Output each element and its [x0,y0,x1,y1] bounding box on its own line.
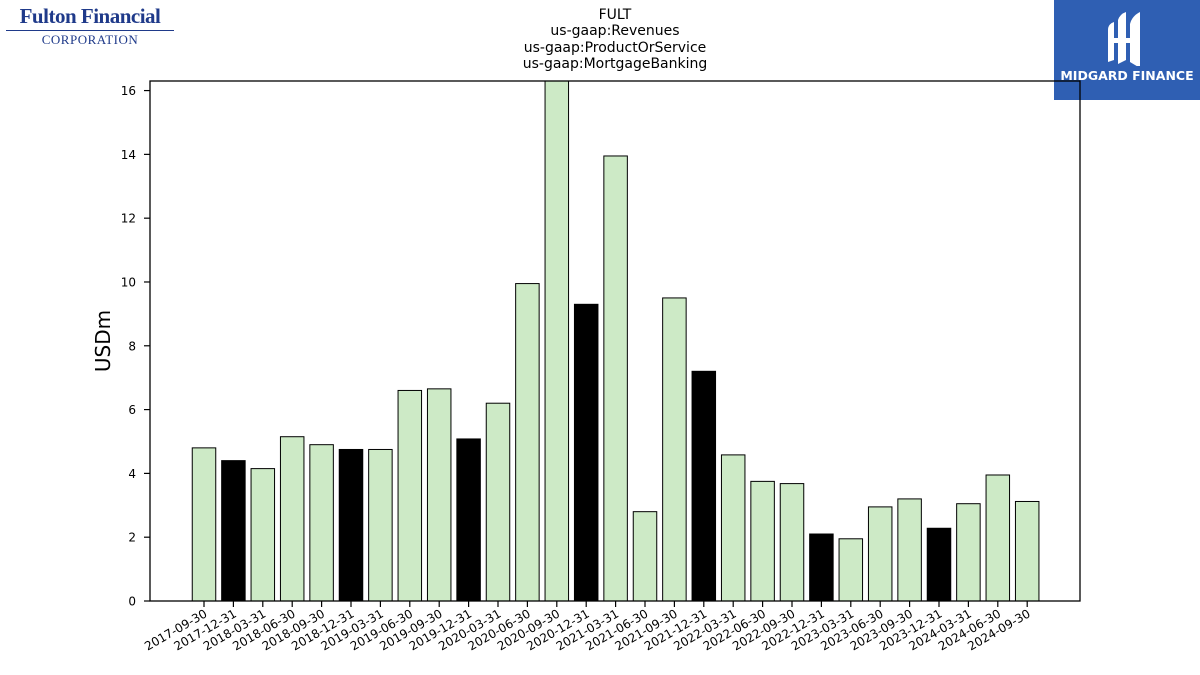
bar-2023-03-31 [838,538,864,601]
bar-series [191,81,1040,601]
y-tick-label: 0 [128,595,136,609]
bar-2023-09-30 [897,498,922,601]
title-line-mortgage: us-gaap:MortgageBanking [522,55,708,72]
y-axis: 0 2 4 6 8 10 12 14 16 [121,84,150,609]
company-logo-sub: CORPORATION [41,32,139,47]
bar-2018-12-31 [338,448,364,601]
bar-2019-03-31 [368,448,393,601]
bar-2017-09-30 [191,447,217,601]
bar-2023-06-30 [867,506,893,601]
logo-rule [6,30,174,31]
y-tick-label: 12 [121,212,136,226]
bar-2024-09-30 [1014,500,1040,601]
bar-2018-09-30 [309,444,334,601]
bar-2020-03-31 [485,402,511,601]
bar-2019-09-30 [426,388,452,601]
bar-2022-09-30 [779,483,805,601]
bar-2019-06-30 [397,389,423,601]
fulton-financial-logo: Fulton Financial CORPORATION [4,4,176,47]
midgard-mark-icon [1108,12,1140,66]
bar-2021-06-30 [632,511,658,601]
title-line-revenues: us-gaap:Revenues [550,23,680,40]
bar-2024-03-31 [956,503,981,601]
bar-2022-06-30 [750,480,775,601]
bar-2020-06-30 [515,283,540,601]
title-ticker: FULT [598,7,632,23]
bar-2019-12-31 [456,438,481,601]
bar-2018-06-30 [279,436,305,601]
y-tick-label: 10 [121,275,136,289]
bar-2020-12-31 [573,303,599,601]
y-tick-label: 2 [128,531,136,545]
bar-2021-12-31 [691,370,717,601]
title-line-product: us-gaap:ProductOrService [523,39,707,56]
bar-2017-12-31 [221,460,246,601]
y-axis-label: USDm [91,310,115,372]
bar-2018-03-31 [250,468,276,601]
bar-2022-12-31 [809,533,834,601]
x-axis: 2017-09-302017-12-312018-03-312018-06-30… [142,601,1033,653]
company-logo-name: Fulton Financial [19,4,161,28]
bar-2022-03-31 [720,454,746,601]
y-tick-label: 14 [121,148,136,162]
y-tick-label: 6 [128,403,136,417]
chart-title: FULT us-gaap:Revenues us-gaap:ProductOrS… [415,7,815,72]
provider-logo-text: MIDGARD FINANCE [1060,68,1194,83]
bar-2024-06-30 [985,474,1011,601]
y-tick-label: 4 [128,467,136,481]
bar-2023-12-31 [926,527,952,601]
bar-2021-03-31 [603,155,628,601]
y-tick-label: 8 [128,339,136,353]
bar-2021-09-30 [662,297,687,601]
bar-2020-09-30 [544,81,570,601]
y-tick-label: 16 [121,84,136,98]
midgard-finance-logo: MIDGARD FINANCE [1054,0,1200,100]
